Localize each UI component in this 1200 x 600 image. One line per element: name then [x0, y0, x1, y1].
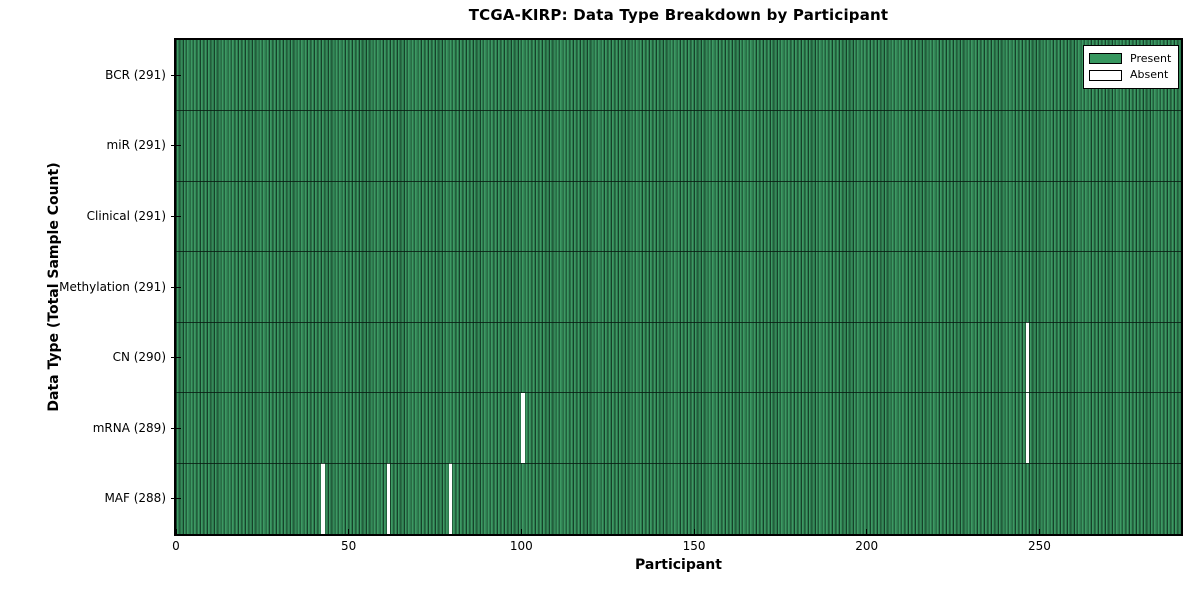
- legend-item-present: Present: [1089, 51, 1173, 65]
- x-axis-title: Participant: [635, 557, 722, 573]
- x-tick-mark: [520, 529, 522, 534]
- x-tick-label: 0: [172, 539, 180, 553]
- absent-mark-mrna-100: [521, 392, 525, 464]
- row-divider: [176, 110, 1181, 112]
- y-tick-label-cn: CN (290): [112, 350, 166, 365]
- x-tick-label: 100: [509, 539, 533, 553]
- x-tick-label: 250: [1027, 539, 1051, 553]
- y-tick-mark: [171, 286, 181, 288]
- row-divider: [176, 321, 1181, 323]
- row-divider: [176, 392, 1181, 394]
- plot-area: [176, 40, 1181, 534]
- y-tick-mark: [171, 427, 181, 429]
- absent-mark-maf-61: [386, 463, 391, 534]
- x-tick-label: 200: [855, 539, 879, 553]
- legend-absent-swatch: [1089, 69, 1122, 81]
- legend-present-label: Present: [1130, 51, 1172, 65]
- x-tick-mark: [1038, 529, 1040, 534]
- legend-present-swatch: [1089, 53, 1122, 65]
- x-tick-mark: [175, 529, 177, 534]
- absent-mark-mrna-246: [1025, 392, 1030, 464]
- y-tick-mark: [171, 357, 181, 359]
- row-divider: [176, 180, 1181, 182]
- x-tick-label: 150: [682, 539, 706, 553]
- legend-item-absent: Absent: [1089, 69, 1173, 81]
- y-tick-mark: [171, 215, 181, 217]
- y-tick-label-methylation: Methylation (291): [59, 279, 166, 294]
- y-tick-label-mir: miR (291): [106, 138, 166, 153]
- legend: Present Absent: [1083, 45, 1179, 89]
- y-tick-mark: [171, 74, 181, 76]
- x-tick-mark: [866, 529, 868, 534]
- absent-mark-maf-42: [321, 463, 325, 534]
- legend-absent-label: Absent: [1130, 68, 1169, 82]
- row-divider: [176, 462, 1181, 464]
- absent-mark-cn-246: [1025, 322, 1030, 393]
- x-tick-mark: [693, 529, 695, 534]
- x-tick-label: 50: [341, 539, 357, 553]
- row-divider: [176, 251, 1181, 253]
- x-tick-mark: [348, 529, 350, 534]
- y-tick-label-maf: MAF (288): [104, 491, 166, 506]
- y-tick-mark: [171, 498, 181, 500]
- y-tick-mark: [171, 145, 181, 147]
- y-tick-label-mrna: mRNA (289): [92, 420, 166, 435]
- absent-mark-maf-79: [448, 463, 453, 534]
- chart-title: TCGA-KIRP: Data Type Breakdown by Partic…: [468, 6, 889, 24]
- y-tick-label-clinical: Clinical (291): [86, 208, 166, 223]
- y-tick-label-bcr: BCR (291): [105, 67, 166, 82]
